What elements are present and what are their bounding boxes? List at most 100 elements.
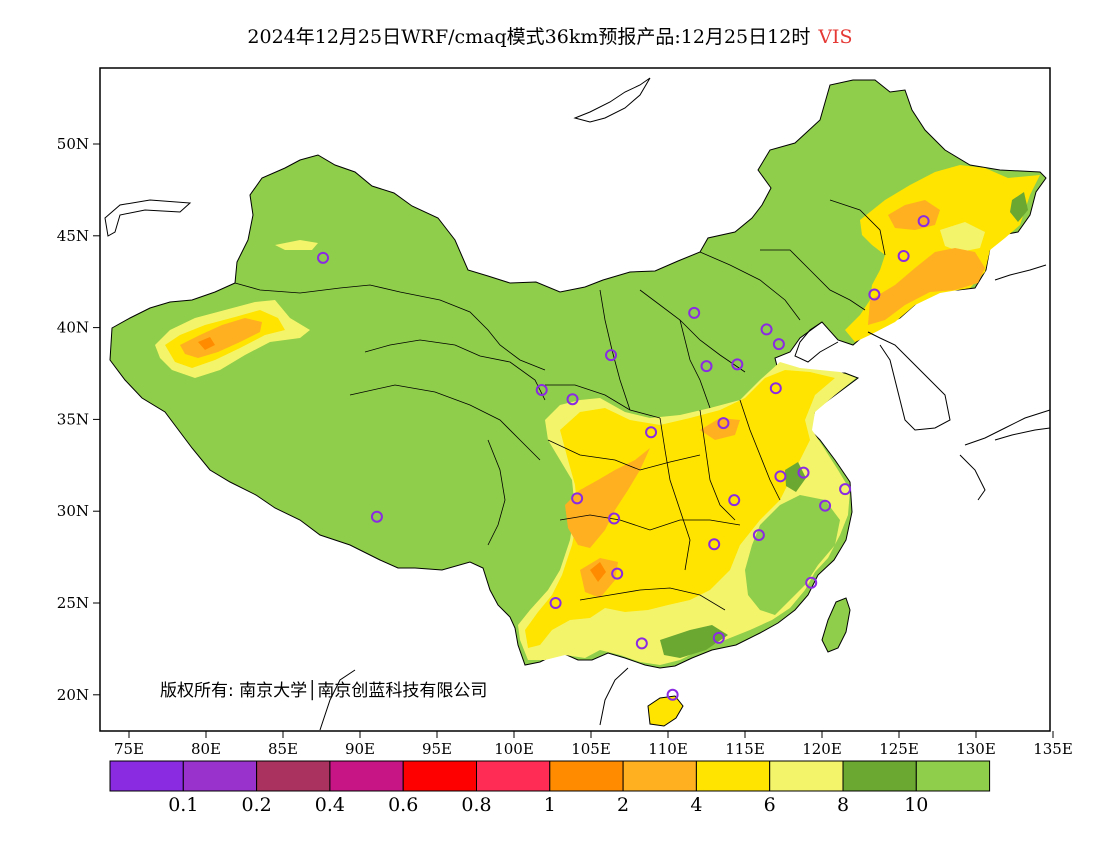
colorbar-label: 0.1 — [168, 794, 198, 816]
colorbar-label: 4 — [690, 794, 702, 816]
station-marker — [605, 349, 618, 362]
station-marker — [774, 470, 787, 483]
y-tick-label: 35N — [57, 410, 89, 428]
field-central-8-10-b — [785, 462, 806, 492]
x-tick-label: 90E — [345, 740, 375, 758]
station-marker — [797, 466, 810, 479]
station-marker — [549, 597, 562, 609]
y-tick-label: 45N — [57, 227, 89, 245]
colorbar-swatch — [329, 760, 404, 792]
colorbar-label: 2 — [617, 794, 629, 816]
y-tick-label: 50N — [57, 135, 89, 153]
station-marker — [760, 323, 773, 336]
station-marker — [566, 393, 579, 406]
field-central-1-2 — [590, 562, 606, 582]
station-marker — [370, 510, 383, 523]
vietnam-outline — [319, 667, 629, 731]
station-marker — [700, 360, 713, 373]
y-tick-label: 30N — [57, 502, 89, 520]
station-marker — [712, 631, 725, 644]
station-marker — [868, 288, 881, 301]
colorbar-label: 0.6 — [388, 794, 418, 816]
x-tick-label: 105E — [571, 740, 611, 758]
field-north-east-2-4 — [868, 248, 985, 325]
copyright-text: 版权所有: 南京大学│南京创蓝科技有限公司 — [160, 680, 487, 701]
sakhalin-outline — [573, 77, 651, 123]
bohai-outline — [794, 321, 839, 363]
x-tick-label: 115E — [725, 740, 765, 758]
map-title: 2024年12月25日WRF/cmaq模式36km预报产品:12月25日12时 V… — [0, 22, 1100, 49]
station-marker — [731, 358, 744, 371]
title-variable: VIS — [818, 26, 853, 48]
japan-outline — [959, 409, 1051, 501]
station-marker — [752, 529, 765, 542]
station-marker — [717, 417, 730, 430]
field-north-east-8-10 — [1010, 192, 1028, 222]
station-marker — [897, 249, 910, 262]
colorbar-swatch — [769, 760, 844, 792]
station-marker — [728, 494, 741, 507]
station-marker — [819, 499, 832, 512]
x-tick-label: 110E — [648, 740, 688, 758]
colorbar-swatch — [695, 760, 771, 792]
x-tick-label: 120E — [802, 740, 842, 758]
station-marker — [708, 538, 721, 551]
field-north-east-6-8 — [940, 222, 985, 252]
colorbar-label: 10 — [904, 794, 928, 816]
station-marker — [666, 688, 679, 701]
y-tick-label: 25N — [57, 594, 89, 612]
korea-peninsula-outline — [867, 331, 951, 431]
colorbar: 0.1 0.2 0.4 0.6 0.8 1 2 4 6 8 10 — [109, 760, 991, 816]
station-markers — [317, 215, 930, 701]
station-marker — [805, 576, 818, 589]
field-xinjiang-2-4 — [180, 318, 262, 358]
x-tick-label: 135E — [1033, 740, 1073, 758]
field-north-xinjiang — [275, 240, 318, 250]
y-tick-label: 20N — [57, 686, 89, 704]
x-tick-label: 80E — [191, 740, 221, 758]
colorbar-swatch — [549, 760, 624, 792]
y-tick-label: 40N — [57, 319, 89, 337]
colorbar-label: 1 — [544, 794, 556, 816]
x-tick-label: 100E — [494, 740, 534, 758]
field-xinjiang-1-2 — [198, 337, 215, 350]
station-marker — [645, 426, 658, 439]
russia-coast-outline — [994, 264, 1047, 281]
colorbar-swatch — [402, 760, 478, 792]
x-tick-label: 95E — [422, 740, 452, 758]
colorbar-label: 8 — [837, 794, 849, 816]
field-central-2-4c — [700, 418, 740, 440]
colorbar-label: 6 — [764, 794, 776, 816]
x-tick-label: 75E — [114, 740, 144, 758]
station-marker — [571, 492, 584, 505]
province-borders — [234, 199, 886, 611]
station-marker — [635, 637, 648, 650]
station-marker — [917, 215, 930, 228]
field-central-2-4 — [565, 448, 650, 548]
field-central-8-10-a — [660, 625, 728, 658]
neighbor-outlines — [104, 77, 1051, 731]
station-marker — [688, 306, 701, 319]
station-marker — [772, 338, 785, 351]
title-text: 2024年12月25日WRF/cmaq模式36km预报产品:12月25日12时 — [247, 26, 811, 48]
map-frame — [99, 67, 1051, 732]
station-marker — [839, 483, 852, 496]
colorbar-swatch — [109, 760, 184, 792]
caspian-outline — [104, 199, 192, 237]
x-tick-label: 130E — [956, 740, 996, 758]
y-axis: 50N 45N 40N 35N 30N 25N 20N — [57, 135, 100, 704]
colorbar-label: 0.2 — [241, 794, 271, 816]
colorbar-label: 0.8 — [461, 794, 491, 816]
colorbar-label: 0.4 — [315, 794, 345, 816]
x-tick-label: 125E — [879, 740, 919, 758]
vis-field — [109, 79, 1047, 727]
x-axis: 75E 80E 85E 90E 95E 100E 105E 110E 115E 120E 125E 1… — [114, 731, 1073, 758]
colorbar-swatch — [915, 760, 991, 792]
station-marker — [535, 384, 548, 397]
station-marker — [769, 382, 782, 395]
field-southeast-green — [745, 495, 840, 615]
x-tick-label: 85E — [268, 740, 298, 758]
taiwan-island — [821, 597, 851, 653]
colorbar-swatch — [476, 760, 551, 792]
